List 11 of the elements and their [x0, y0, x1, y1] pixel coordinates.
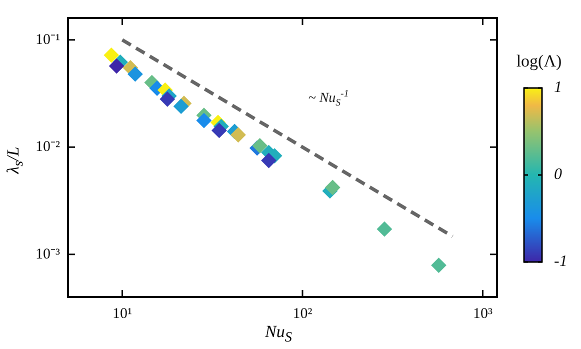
y-tick-label: 10⁻² [36, 139, 60, 156]
y-tick-label: 10⁻³ [36, 246, 60, 262]
color-bar-title: log(Λ) [516, 51, 562, 70]
color-bar-label: 0 [554, 166, 562, 184]
x-tick-label: 10¹ [112, 306, 132, 322]
x-tick-label: 10² [292, 306, 313, 322]
color-bar-label: 1 [554, 79, 562, 96]
color-bar-label: -1 [554, 253, 568, 270]
x-axis-title: Nu$_{S}$ [265, 322, 292, 346]
x-tick-label: 10³ [472, 306, 493, 322]
y-tick-label: 10⁻¹ [36, 32, 60, 48]
